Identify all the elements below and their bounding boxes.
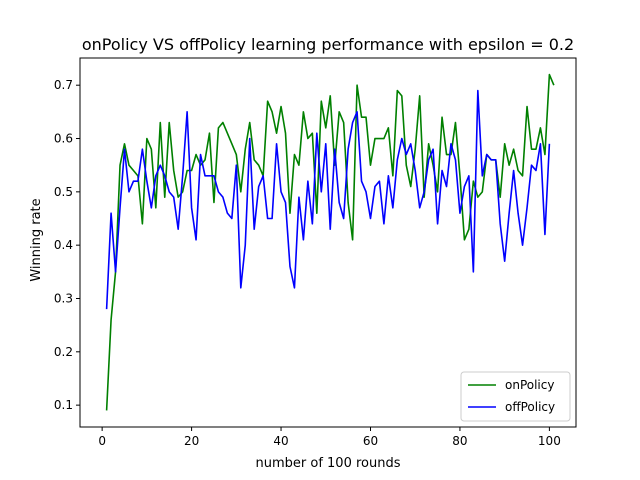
x-tick-label: 40 xyxy=(273,434,288,448)
y-tick-label: 0.3 xyxy=(54,291,73,305)
series-line-onPolicy xyxy=(105,73,555,411)
legend-label-onPolicy: onPolicy xyxy=(505,378,554,392)
x-tick-label: 100 xyxy=(538,434,561,448)
x-tick-label: 60 xyxy=(363,434,378,448)
x-tick-label: 80 xyxy=(452,434,467,448)
y-tick-label: 0.1 xyxy=(54,398,73,412)
plot-area xyxy=(79,57,577,428)
chart-title: onPolicy VS offPolicy learning performan… xyxy=(82,35,574,54)
series-line-offPolicy xyxy=(105,89,551,310)
legend-label-offPolicy: offPolicy xyxy=(505,400,555,414)
x-axis: 0 20 40 60 80 100 xyxy=(98,427,561,448)
y-tick-label: 0.4 xyxy=(54,238,73,252)
y-axis-label: Winning rate xyxy=(29,198,44,281)
y-tick-label: 0.2 xyxy=(54,345,73,359)
y-axis: 0.1 0.2 0.3 0.4 0.5 0.6 0.7 xyxy=(54,78,80,412)
plot-frame xyxy=(79,57,577,428)
y-tick-label: 0.6 xyxy=(54,132,73,146)
x-tick-label: 20 xyxy=(184,434,199,448)
y-tick-label: 0.5 xyxy=(54,185,73,199)
x-axis-label: number of 100 rounds xyxy=(256,456,401,471)
y-tick-label: 0.7 xyxy=(54,78,73,92)
legend: onPolicy offPolicy xyxy=(460,371,571,422)
x-tick-label: 0 xyxy=(98,434,106,448)
